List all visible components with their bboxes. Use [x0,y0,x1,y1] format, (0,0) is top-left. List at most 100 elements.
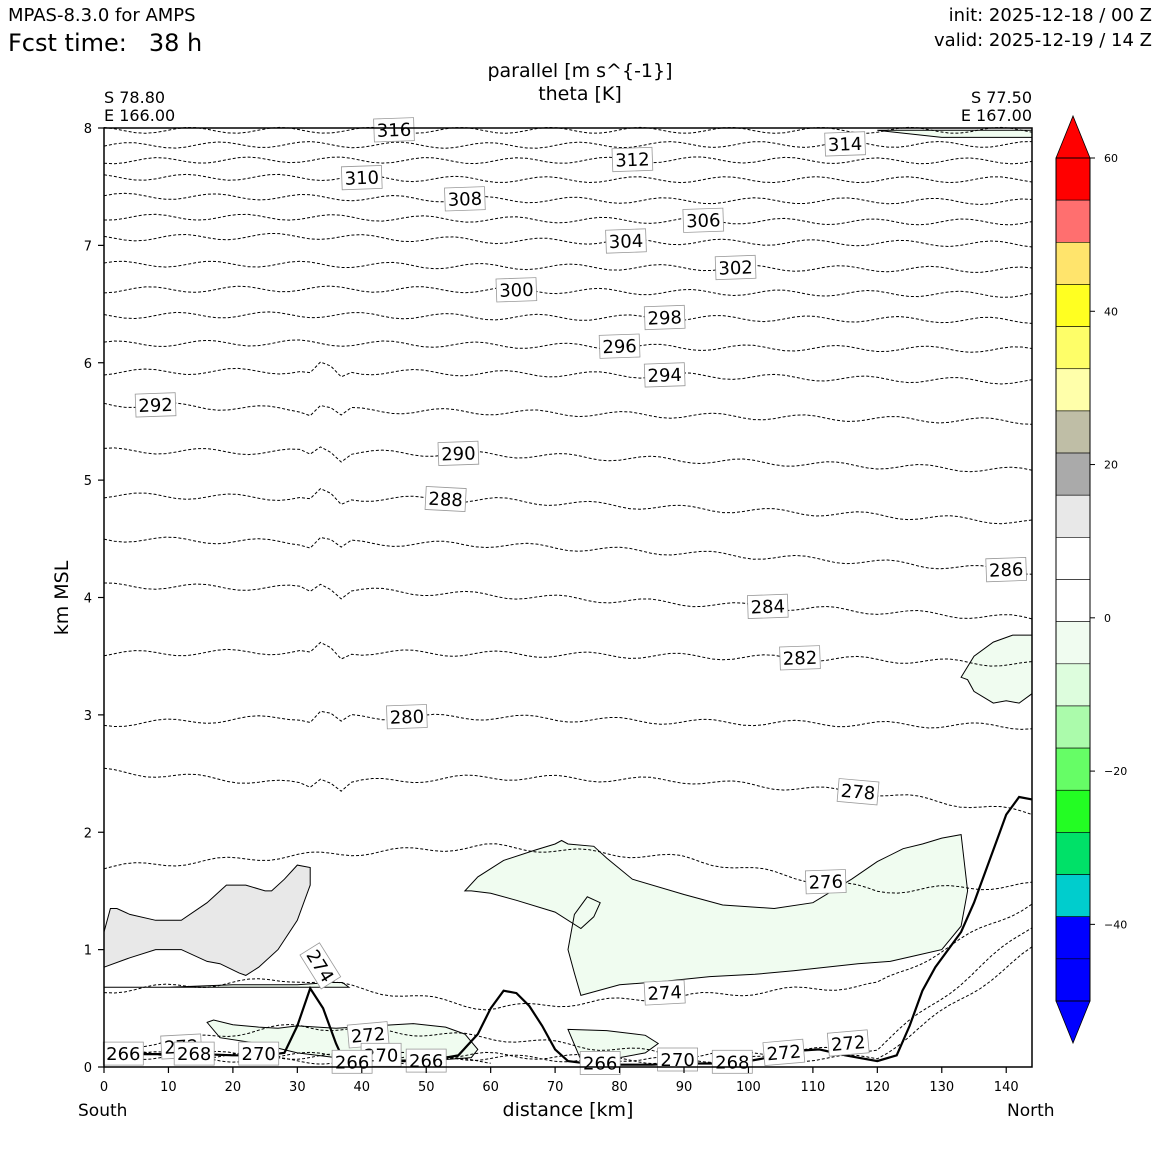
y-tick-label: 3 [84,709,92,724]
theta-contour [103,126,1033,134]
contour-label-box [611,146,654,173]
x-tick-label: 130 [929,1080,954,1095]
contour-label-box [238,1041,280,1066]
contour-label: 298 [643,304,686,331]
contour-label-box [340,164,383,191]
colorbar-segment [1055,284,1091,327]
contour-label: 294 [643,362,686,388]
contour-label-box [173,1041,215,1066]
colorbar-tick-label: 60 [1104,152,1118,165]
terrain-line [104,795,1033,1066]
contour-label: 304 [605,228,647,254]
valid-time: valid: 2025-12-19 / 14 Z [934,30,1152,51]
theta-contour [103,843,1033,894]
contour-label-box [437,440,480,467]
theta-contour [103,232,1033,248]
south-label: South [78,1101,128,1121]
contour-label: 270 [657,1047,698,1072]
contour-label: 270 [238,1041,280,1066]
wind-regions [103,129,1033,1061]
colorbar-segment [1055,832,1091,875]
north-label: North [1007,1101,1055,1121]
end-lat: S 77.50 [970,88,1032,107]
contour-label: 286 [985,556,1027,583]
contour-label: 274 [643,979,686,1006]
contour-label-box [386,704,428,730]
colorbar-tick-label: 40 [1104,305,1118,318]
contour-label-box [444,186,486,212]
contour-label-text: 300 [499,280,534,302]
end-lon: E 167.00 [960,106,1032,125]
contour-label-text: 290 [441,443,476,465]
x-axis-label: distance [km] [502,1099,634,1121]
theta-contour [103,582,1033,620]
colorbar-segment [1055,326,1091,370]
contour-label-box [836,778,880,806]
contour-label: 312 [611,146,654,173]
start-lat: S 78.80 [104,88,166,107]
colorbar-segment [1055,410,1091,454]
contour-label-text: 314 [828,134,863,156]
contour-label: 292 [134,392,177,418]
contour-label-box [605,228,647,254]
x-tick-label: 120 [865,1080,890,1095]
contour-label: 266 [331,1049,373,1074]
contour-label-box [643,304,686,331]
theta-contour [103,173,1033,184]
theta-contour [103,213,1033,226]
contour-label-text: 278 [840,781,876,805]
x-tick-label: 30 [289,1080,306,1095]
x-tick-label: 40 [354,1080,371,1095]
colorbar-segment [1055,368,1091,412]
contour-label-text: 304 [608,231,643,253]
contour-label-box [424,486,467,512]
contour-label-box [746,593,789,620]
contour-label-box [373,117,415,143]
contour-label-text: 276 [808,872,843,894]
wind-region [104,982,351,988]
theta-contour [103,361,1033,385]
contour-label: 288 [424,486,467,512]
colorbar-tick-label: 0 [1104,612,1111,625]
contour-label-box [804,869,847,895]
theta-contour [104,927,1033,1059]
contour-label: 300 [495,277,538,303]
forecast-time: Fcst time: 38 h [8,29,202,57]
contour-label-text: 302 [718,257,753,279]
contour-label-text: 268 [177,1044,211,1065]
contour-label: 268 [711,1049,753,1074]
contour-label-text: 292 [138,395,173,417]
theta-contour [103,140,1033,149]
contour-label-text: 308 [447,189,482,211]
init-time: init: 2025-12-18 / 00 Z [948,5,1152,26]
contour-label-text: 312 [615,149,650,171]
y-tick-label: 4 [84,592,92,607]
colorbar-segment [1055,958,1091,1002]
model-title: MPAS-8.3.0 for AMPS [8,5,196,26]
theta-contour [103,311,1033,324]
colorbar-frame [1055,157,1091,1002]
x-tick-label: 90 [676,1080,693,1095]
wind-region [960,634,1033,704]
theta-contour [103,260,1033,273]
fcst-value: 38 h [148,29,203,57]
contour-label-text: 316 [376,120,411,142]
colorbar-tick-label: −20 [1104,765,1127,778]
contour-label-box [134,392,177,418]
contour-label: 266 [102,1041,144,1066]
contour-label-box [495,277,538,303]
theta-contour [103,767,1033,815]
x-tick-label: 70 [547,1080,564,1095]
contour-label: 272 [762,1038,806,1067]
contour-labels: 316 314 312 310 308 306 304 302 300 298 296 294 292 2… [102,117,1027,1075]
contour-label: 296 [598,333,641,359]
y-axis-label: km MSL [51,560,73,636]
colorbar-segment [1055,579,1091,622]
colorbar-segment [1055,199,1091,243]
theta-contour [103,903,1033,1011]
y-tick-label: 6 [84,357,92,372]
theta-contour [103,339,1033,353]
colorbar-segment [1055,494,1091,538]
contour-label-text: 272 [350,1024,386,1048]
colorbar-extend-bottom [1055,1000,1091,1045]
